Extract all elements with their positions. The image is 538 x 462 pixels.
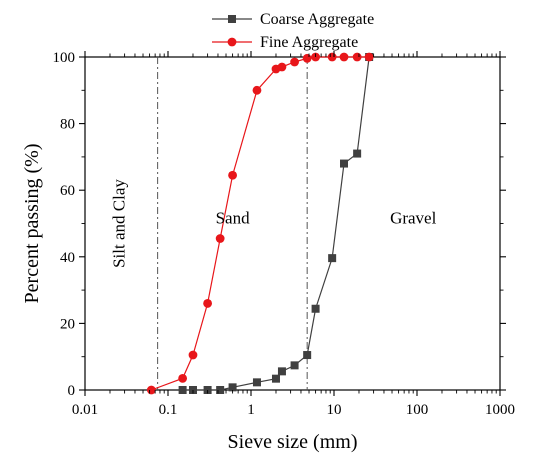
x-tick-label: 0.01 <box>72 402 98 418</box>
data-point <box>303 351 312 360</box>
legend: Coarse Aggregate Fine Aggregate <box>212 11 374 51</box>
legend-label: Coarse Aggregate <box>260 11 374 28</box>
data-point <box>277 367 286 376</box>
data-point <box>327 52 337 62</box>
data-point <box>328 254 337 263</box>
data-point <box>271 374 280 383</box>
plot-border <box>84 56 501 391</box>
data-point <box>216 386 225 394</box>
y-axis-label: Percent passing (%) <box>21 144 43 304</box>
axes: 0.01 0.1 1 10 100 1000 0 20 40 60 80 100 <box>53 50 516 418</box>
legend-marker <box>228 15 236 23</box>
series-layer <box>146 52 374 395</box>
data-point <box>290 57 299 67</box>
plot-frame <box>84 56 501 391</box>
x-tick-label: 0.1 <box>159 402 178 418</box>
region-label: Gravel <box>390 209 437 228</box>
legend-entry: Fine Aggregate <box>212 34 358 51</box>
x-axis-label: Sieve size (mm) <box>228 431 358 453</box>
legend-marker <box>227 37 237 47</box>
region-label: Sand <box>216 209 251 228</box>
x-tick-label: 1 <box>247 402 255 418</box>
data-point <box>188 350 198 360</box>
data-point <box>353 149 362 158</box>
region-label: Silt and Clay <box>110 179 129 268</box>
data-point <box>203 299 213 308</box>
x-tick-label: 100 <box>406 402 429 418</box>
data-point <box>146 385 156 395</box>
y-tick-label: 80 <box>60 117 75 133</box>
y-tick-label: 100 <box>53 50 76 66</box>
data-point <box>340 159 349 168</box>
data-point <box>352 52 362 62</box>
data-point <box>228 383 237 392</box>
data-point <box>178 373 188 383</box>
x-tick-label: 10 <box>327 402 342 418</box>
data-point <box>228 170 237 180</box>
data-point <box>277 62 287 72</box>
data-point <box>252 85 262 95</box>
reference-lines <box>157 57 308 390</box>
data-point <box>302 53 312 63</box>
data-point <box>252 378 261 387</box>
x-tick-label: 1000 <box>485 402 515 418</box>
series-line <box>182 56 370 391</box>
legend-entry: Coarse Aggregate <box>212 11 374 28</box>
data-point <box>290 361 299 370</box>
y-tick-label: 0 <box>68 383 76 399</box>
series-1 <box>146 52 374 395</box>
annotations: Silt and Clay Sand Gravel <box>110 179 437 268</box>
y-tick-label: 60 <box>60 183 75 199</box>
legend-label: Fine Aggregate <box>260 34 358 51</box>
data-point <box>364 52 374 62</box>
series-0 <box>178 53 374 394</box>
y-tick-label: 20 <box>60 316 75 332</box>
data-point <box>339 52 349 62</box>
data-point <box>178 386 187 394</box>
data-point <box>215 234 225 243</box>
y-tick-label: 40 <box>60 250 75 266</box>
data-point <box>311 304 320 313</box>
